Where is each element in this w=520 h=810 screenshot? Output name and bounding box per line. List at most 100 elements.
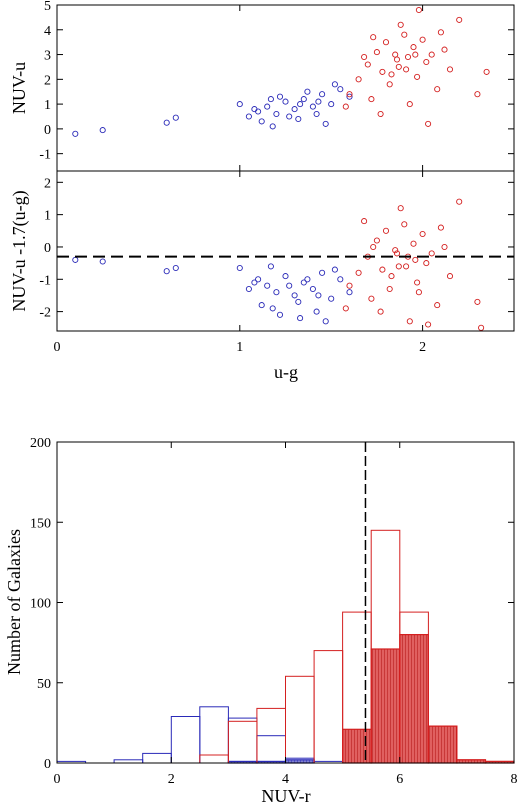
red-outline-histogram-bar [285,675,315,764]
ytick-label: 3 [44,49,51,64]
red-filled-histogram-bar [427,725,458,764]
panel-top-marks [72,6,490,137]
blue-data-point [313,308,320,315]
red-data-point [364,61,371,68]
red-data-point [410,240,417,247]
blue-data-point [304,276,311,283]
blue-data-point [267,96,274,103]
blue-data-point [258,302,265,309]
blue-data-point [245,113,252,120]
histogram-xlabel: NUV-r [261,786,310,806]
ytick-label: -1 [39,148,51,163]
blue-data-point [269,123,276,130]
red-data-point [392,247,399,254]
blue-outline-histogram-bar [256,735,286,764]
blue-data-point [267,263,274,270]
red-data-point [478,324,485,331]
ytick-label: 50 [37,677,51,692]
red-outline-histogram-bar [227,720,258,764]
panel-top-ticks: -1 0 1 2 3 4 5 [39,0,514,171]
xtick-label: 2 [419,340,426,355]
red-data-point [382,227,390,234]
red-data-point [483,68,490,75]
blue-data-point [72,256,79,263]
blue-data-point [297,315,304,322]
red-data-point [342,103,349,110]
red-data-point [379,266,386,273]
blue-data-point [300,96,307,103]
red-data-point [423,260,430,267]
red-data-point [346,282,353,289]
blue-data-point [309,103,316,110]
ytick-label: -1 [39,273,51,288]
blue-outline-histogram-bar [170,716,201,764]
red-data-point [386,285,393,293]
blue-data-point [273,289,280,296]
panel-middle-ticks: -2 -1 0 1 2 0 1 2 [39,171,514,355]
red-data-point [401,31,408,38]
blue-data-point [251,279,258,286]
red-data-point [397,21,404,28]
red-data-point [406,318,413,325]
ytick-label: 1 [44,98,51,113]
panel-middle-marks [57,198,514,331]
xtick-label: 6 [396,772,403,787]
blue-data-point [258,118,265,125]
blue-outline-histogram-bar [227,717,258,764]
blue-data-point [300,279,307,286]
red-data-point [368,96,375,103]
blue-data-point [286,113,293,120]
blue-data-point [264,103,271,110]
red-data-point [370,243,377,251]
red-data-point [379,68,386,75]
blue-data-point [309,285,316,293]
red-data-point [474,91,481,98]
red-data-point [393,56,401,63]
red-data-point [456,198,463,205]
blue-data-point [319,269,326,276]
blue-data-point [304,88,311,95]
panel-middle-ylabel: NUV-u -1.7(u-g) [9,190,30,311]
red-data-point [377,110,384,118]
blue-data-point [282,98,289,105]
red-filled-histogram-bar [342,728,372,764]
ytick-label: 1 [44,209,51,224]
red-data-point [388,71,395,78]
red-filled-histogram-bar [399,633,429,764]
red-outline-histogram-bar [313,650,344,764]
xtick-label: 0 [54,772,61,787]
red-data-point [434,86,441,93]
red-data-point [355,76,362,83]
blue-data-point [346,93,353,100]
blue-data-point [315,98,322,105]
blue-data-point [337,86,344,93]
blue-data-point [328,295,335,302]
red-data-point [419,230,426,238]
red-filled-histogram-bar [370,648,401,764]
panel-top-frame [56,4,515,172]
blue-data-point [72,130,79,137]
ytick-label: 0 [44,123,51,138]
red-data-point [401,221,408,228]
xtick-label: 8 [511,772,518,787]
blue-data-point [286,282,293,289]
ytick-label: -2 [39,306,51,321]
red-data-point [395,63,402,70]
blue-data-point [99,127,106,134]
red-data-point [474,298,481,305]
blue-data-point [251,106,258,113]
blue-data-point [163,268,170,275]
blue-data-point [319,91,326,98]
ytick-label: 0 [44,757,51,772]
blue-data-point [295,298,302,305]
histogram-ticks: 0 50 100 150 200 0 2 4 6 8 [30,436,518,787]
red-data-point [441,243,448,251]
blue-data-point [255,276,262,283]
xtick-label: 0 [54,340,61,355]
red-data-point [414,73,421,80]
ytick-label: 150 [30,516,51,531]
ytick-label: 100 [30,597,51,612]
blue-data-point [313,110,320,118]
ytick-label: 5 [44,0,51,14]
blue-data-point [297,101,304,108]
